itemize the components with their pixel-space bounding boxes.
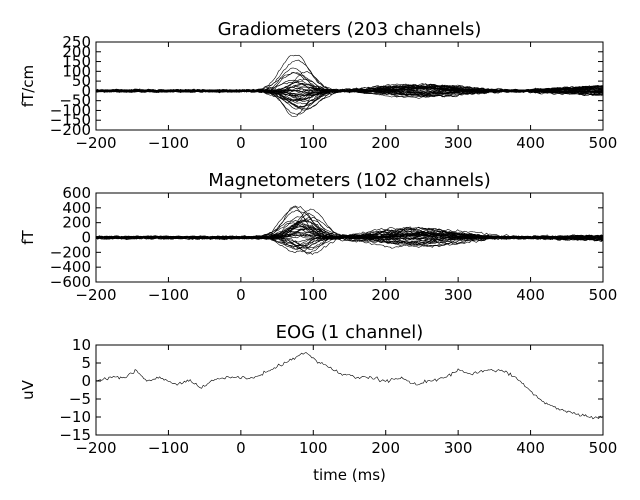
traces-0 xyxy=(96,54,603,117)
y-tick-label: 200 xyxy=(62,43,91,61)
x-tick-label: 300 xyxy=(444,439,473,457)
y-tick-label: 0 xyxy=(81,82,91,100)
y-tick-label: 0 xyxy=(81,372,91,390)
channel-trace xyxy=(96,84,603,100)
x-tick-label: 0 xyxy=(236,439,246,457)
y-tick-label: −15 xyxy=(59,426,91,444)
x-tick-label: −200 xyxy=(75,286,116,304)
y-axis-label: fT/cm xyxy=(19,65,37,107)
channel-trace xyxy=(96,226,603,250)
y-tick-label: 250 xyxy=(62,33,91,51)
channel-trace xyxy=(96,85,603,102)
panel-title: Gradiometers (203 channels) xyxy=(218,19,482,40)
axes-frame-2 xyxy=(95,344,604,436)
y-tick-label: −10 xyxy=(59,408,91,426)
x-tick-label: 0 xyxy=(236,134,246,152)
x-tick-label: 100 xyxy=(299,134,328,152)
y-tick-label: −200 xyxy=(50,121,91,139)
axes-frame-0 xyxy=(95,41,604,131)
x-tick-label: 500 xyxy=(589,439,618,457)
channel-trace xyxy=(96,59,603,93)
x-tick-label: 300 xyxy=(444,134,473,152)
traces-2 xyxy=(96,352,603,420)
x-axis-label: time (ms) xyxy=(313,466,386,484)
y-tick-label: −100 xyxy=(50,101,91,119)
y-tick-label: 50 xyxy=(72,72,91,90)
y-tick-label: −50 xyxy=(59,92,91,110)
x-tick-label: −100 xyxy=(148,286,189,304)
channel-trace xyxy=(96,88,603,117)
channel-trace xyxy=(96,88,603,97)
x-tick-label: 500 xyxy=(589,134,618,152)
channel-trace xyxy=(96,84,603,103)
x-tick-label: 200 xyxy=(371,286,400,304)
y-tick-label: −200 xyxy=(50,243,91,261)
x-tick-label: 300 xyxy=(444,286,473,304)
x-tick-label: −200 xyxy=(75,439,116,457)
y-tick-label: 0 xyxy=(81,229,91,247)
x-tick-label: 200 xyxy=(371,134,400,152)
panel-title: Magnetometers (102 channels) xyxy=(208,170,491,191)
y-tick-label: 5 xyxy=(81,354,91,372)
y-tick-label: −150 xyxy=(50,111,91,129)
x-tick-label: −100 xyxy=(148,134,189,152)
x-tick-label: 500 xyxy=(589,286,618,304)
traces-1 xyxy=(96,205,603,255)
y-tick-label: 400 xyxy=(62,199,91,217)
y-axis-label: uV xyxy=(19,379,37,400)
panel-1: −200 −100 0 100 200 300 400 500−600−400−2000200… xyxy=(19,170,617,304)
y-tick-label: −400 xyxy=(50,258,91,276)
x-tick-label: −100 xyxy=(148,439,189,457)
eog-trace xyxy=(96,352,603,420)
x-tick-label: 400 xyxy=(516,439,545,457)
y-tick-label: 150 xyxy=(62,53,91,71)
x-tick-label: 400 xyxy=(516,286,545,304)
x-tick-label: 400 xyxy=(516,134,545,152)
x-tick-label: 100 xyxy=(299,439,328,457)
panel-2: −200 −100 0 100 200 300 400 500−15−10−50510EOG … xyxy=(19,322,617,457)
y-tick-label: −600 xyxy=(50,273,91,291)
y-axis-label: fT xyxy=(19,229,37,244)
x-tick-label: 100 xyxy=(299,286,328,304)
x-tick-label: −200 xyxy=(75,134,116,152)
panel-title: EOG (1 channel) xyxy=(276,322,424,343)
channel-trace xyxy=(96,78,603,96)
channel-trace xyxy=(96,83,603,111)
y-tick-label: 10 xyxy=(72,336,91,354)
x-tick-label: 200 xyxy=(371,439,400,457)
y-tick-label: 600 xyxy=(62,184,91,202)
y-tick-label: 100 xyxy=(62,62,91,80)
y-tick-label: 200 xyxy=(62,214,91,232)
x-tick-label: 0 xyxy=(236,286,246,304)
panel-0: −200 −100 0 100 200 300 400 500−200−150−100−500… xyxy=(19,19,617,152)
y-tick-label: −5 xyxy=(69,390,91,408)
